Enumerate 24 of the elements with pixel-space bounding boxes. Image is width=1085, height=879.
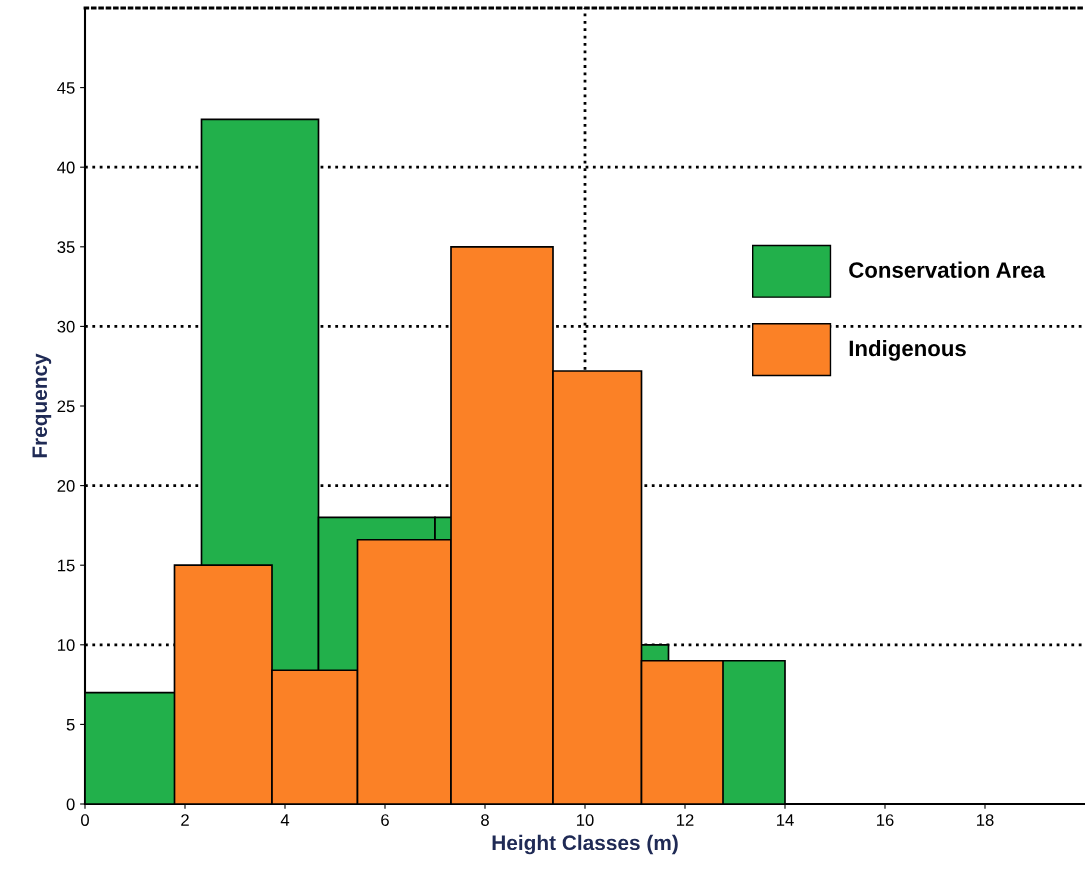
- x-tick-label: 16: [877, 814, 894, 826]
- x-tick-label: 4: [280, 814, 290, 826]
- x-tick-label: 6: [381, 814, 389, 826]
- x-tick-label: 14: [777, 814, 794, 826]
- y-axis-title: Frequency: [32, 353, 52, 458]
- y-tick-label: 15: [58, 559, 75, 572]
- y-tick-label: 30: [57, 320, 75, 333]
- y-tick-label: 20: [57, 480, 75, 492]
- y-tick-label: 25: [57, 400, 75, 413]
- x-tick-label: 18: [977, 814, 994, 826]
- x-tick-label: 8: [481, 814, 489, 826]
- y-tick-label: 35: [57, 241, 75, 253]
- x-tick-label: 10: [577, 814, 594, 826]
- y-tick-label: 45: [57, 82, 75, 94]
- legend-label: Indigenous: [849, 339, 966, 361]
- legend-label: Conservation Area: [849, 261, 1046, 278]
- x-tick-label: 12: [677, 814, 694, 826]
- y-tick-label: 40: [57, 161, 75, 174]
- y-tick-label: 5: [66, 718, 75, 731]
- y-tick-label: 0: [66, 798, 75, 811]
- x-tick-label: 0: [81, 814, 89, 826]
- x-tick-label: 2: [181, 814, 189, 826]
- y-tick-label: 10: [58, 639, 75, 651]
- x-axis-title: Height Classes (m): [492, 834, 678, 855]
